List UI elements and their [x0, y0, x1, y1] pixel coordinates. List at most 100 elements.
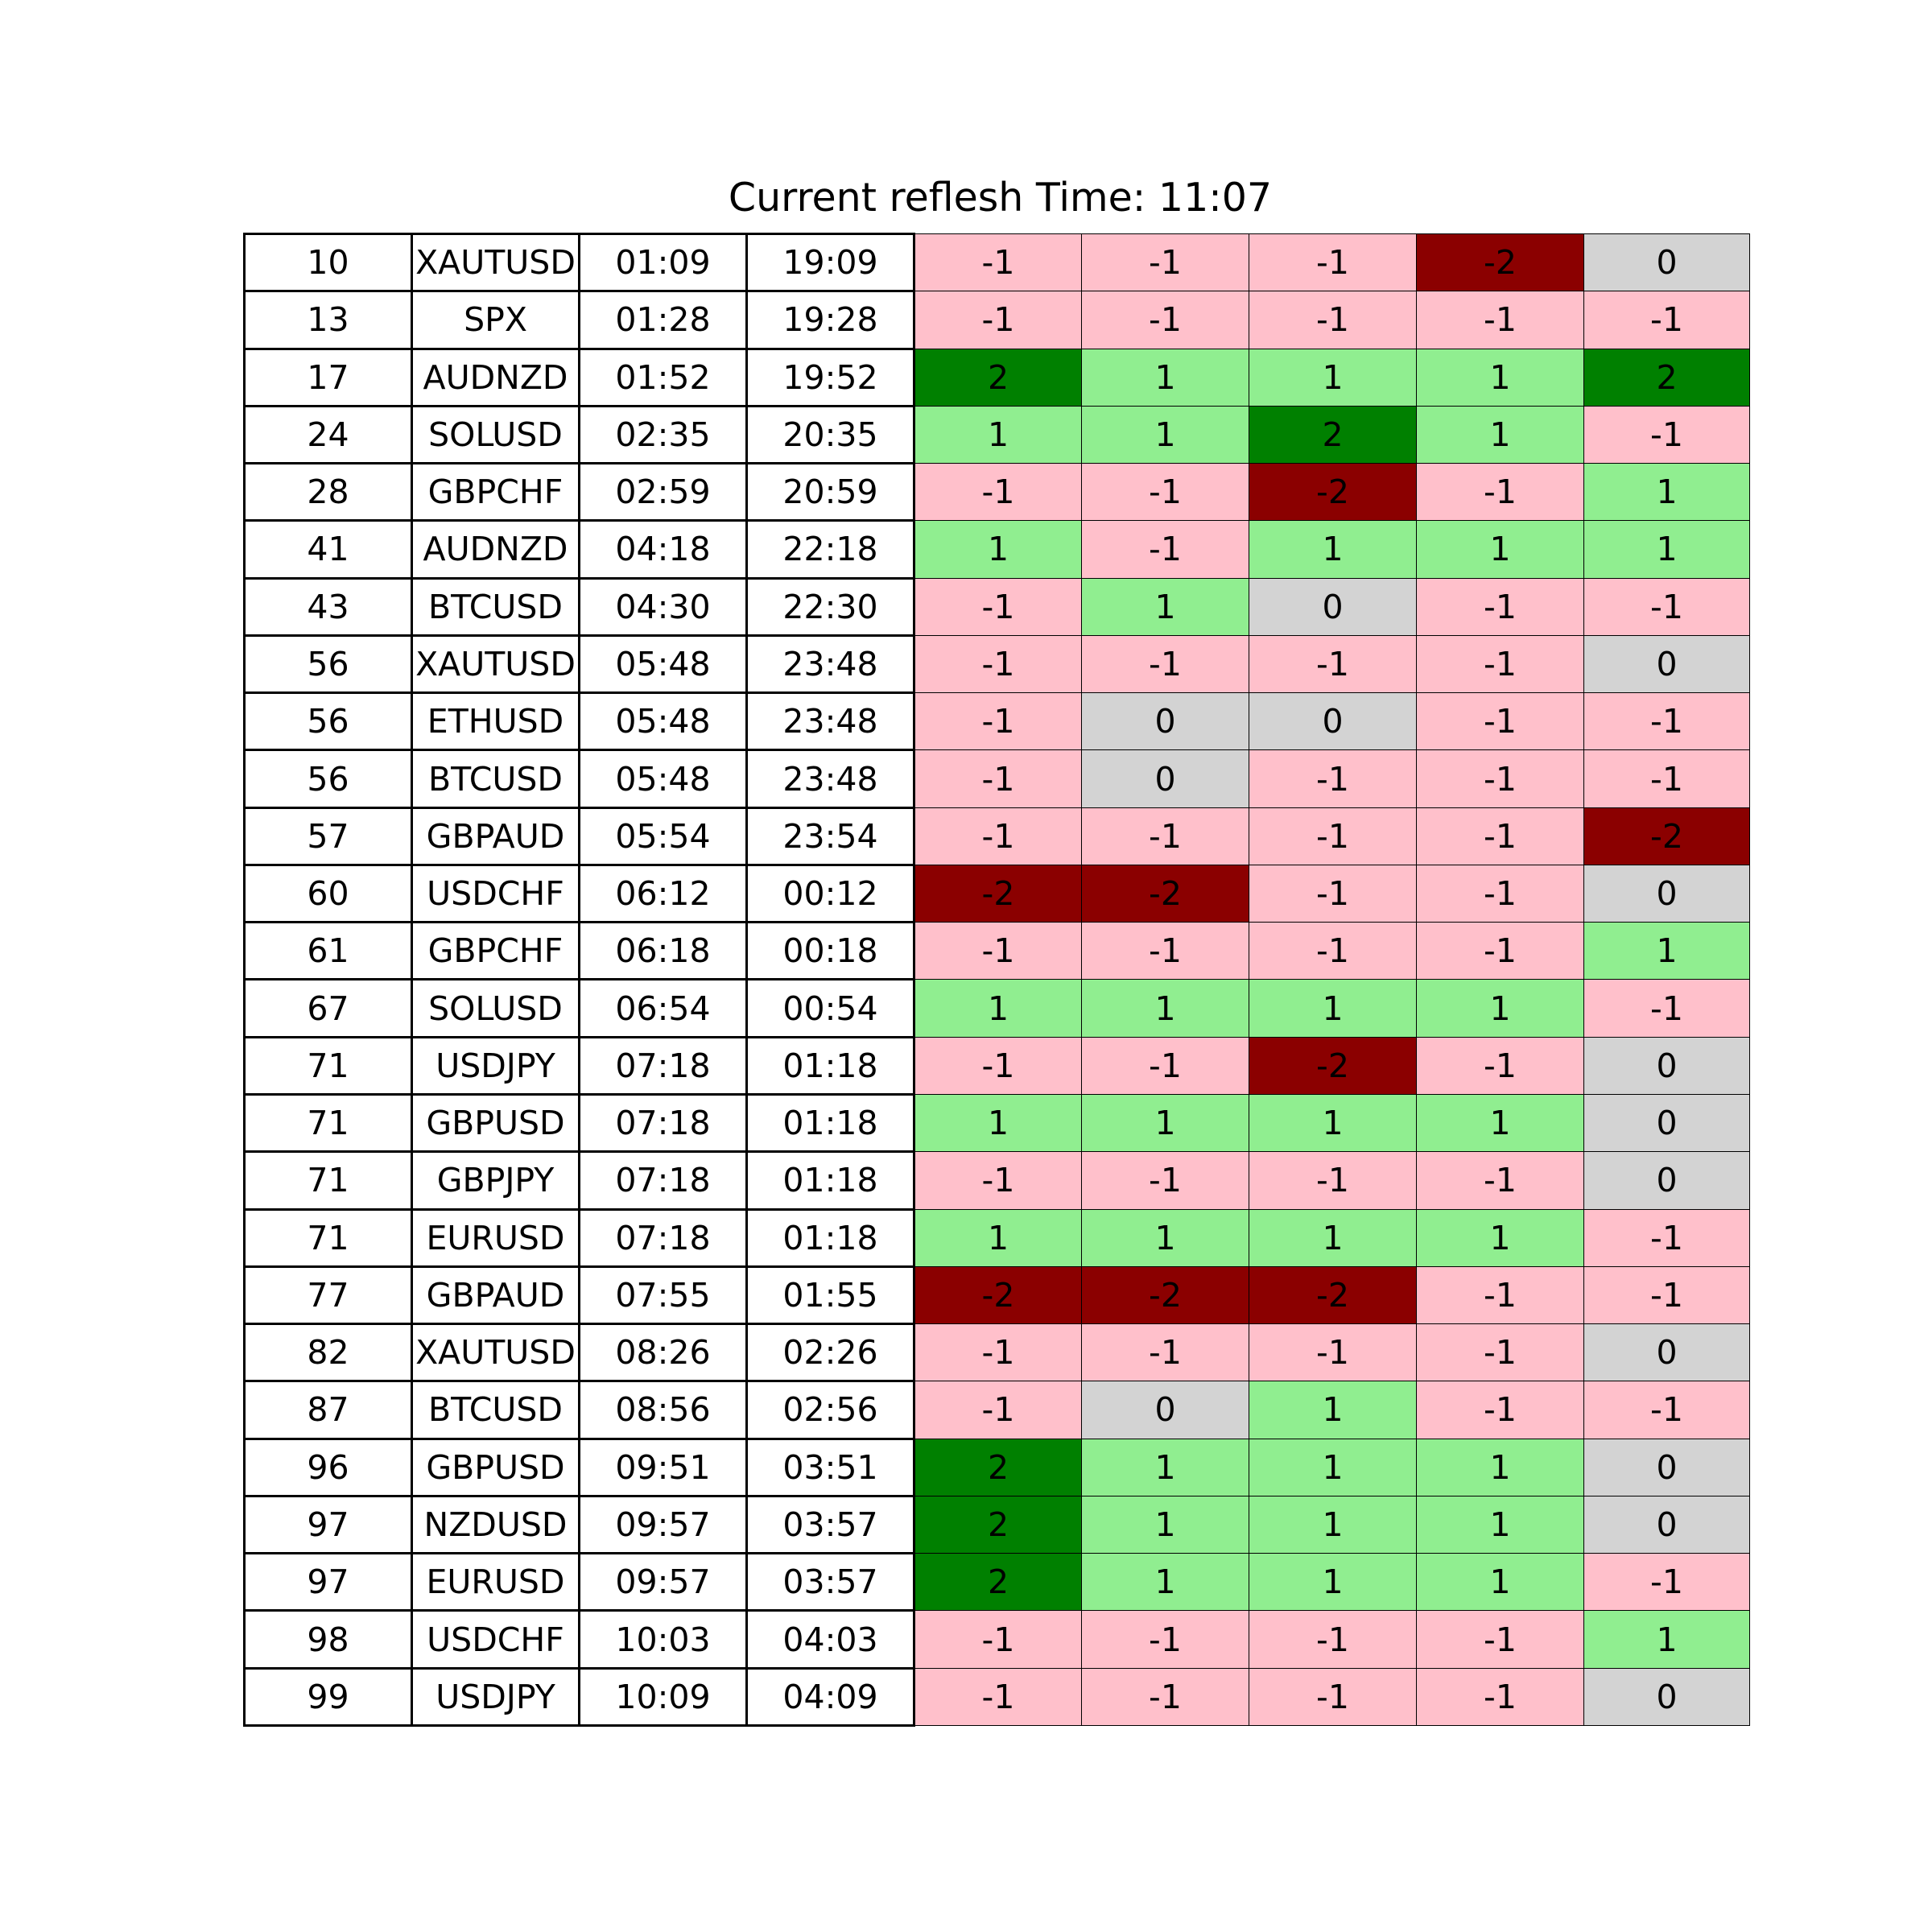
close-time-cell: 01:18 [745, 1208, 915, 1268]
open-time-cell: 10:03 [578, 1609, 748, 1670]
signal-cell: -1 [1416, 1610, 1584, 1669]
row-index-cell: 98 [243, 1609, 413, 1670]
signal-cell: 2 [914, 1438, 1082, 1496]
signal-cell: 1 [914, 520, 1082, 579]
open-time-cell: 06:54 [578, 978, 748, 1038]
row-index-cell: 71 [243, 1150, 413, 1211]
close-time-cell: 01:18 [745, 1150, 915, 1211]
signal-cell: -2 [1583, 807, 1750, 865]
signal-cell: -1 [1416, 291, 1584, 349]
signal-cell: 1 [1249, 1208, 1417, 1267]
open-time-cell: 08:56 [578, 1380, 748, 1440]
signal-cell: -1 [1416, 1667, 1584, 1727]
signal-cell: 2 [1249, 405, 1417, 464]
open-time-cell: 10:09 [578, 1666, 748, 1728]
signal-cell: -2 [1249, 1265, 1417, 1325]
open-time-cell: 08:26 [578, 1323, 748, 1383]
signal-cell: 1 [1249, 1093, 1417, 1153]
signal-table-body: 10 XAUTUSD 01:09 19:09 -1 -1 -1 -2 0 13 SPX 01:28 19… [243, 232, 1750, 1728]
open-time-cell: 06:12 [578, 863, 748, 924]
close-time-cell: 23:48 [745, 691, 915, 752]
signal-cell: -1 [1249, 1323, 1417, 1382]
signal-cell: -1 [1583, 405, 1750, 464]
signal-cell: 1 [1583, 1610, 1750, 1669]
signal-cell: -1 [1081, 291, 1249, 349]
open-time-cell: 02:59 [578, 462, 748, 522]
signal-cell: -1 [1249, 922, 1417, 980]
row-index-cell: 56 [243, 749, 413, 809]
signal-table: 10 XAUTUSD 01:09 19:09 -1 -1 -1 -2 0 13 SPX 01:28 19… [243, 232, 1750, 1728]
close-time-cell: 19:28 [745, 290, 915, 350]
open-time-cell: 07:55 [578, 1265, 748, 1326]
signal-cell: -1 [1081, 807, 1249, 865]
signal-cell: -1 [1081, 1667, 1249, 1727]
signal-cell: 0 [1249, 692, 1417, 751]
signal-cell: -1 [914, 807, 1082, 865]
signal-cell: -1 [914, 291, 1082, 349]
signal-cell: -1 [1249, 634, 1417, 694]
signal-cell: 0 [1583, 634, 1750, 694]
signal-cell: 0 [1583, 864, 1750, 923]
open-time-cell: 07:18 [578, 1035, 748, 1096]
open-time-cell: 09:57 [578, 1552, 748, 1612]
signal-cell: 0 [1081, 692, 1249, 751]
signal-cell: 0 [1583, 1093, 1750, 1153]
close-time-cell: 19:52 [745, 347, 915, 407]
close-time-cell: 23:48 [745, 749, 915, 809]
symbol-cell: USDCHF [411, 1609, 580, 1670]
signal-cell: -1 [914, 1667, 1082, 1727]
signal-cell: -1 [1081, 1323, 1249, 1382]
open-time-cell: 01:52 [578, 347, 748, 407]
symbol-cell: GBPCHF [411, 462, 580, 522]
signal-cell: -1 [1416, 1265, 1584, 1325]
signal-cell: -1 [1081, 520, 1249, 579]
signal-cell: -1 [1583, 692, 1750, 751]
signal-cell: -1 [1081, 1151, 1249, 1210]
signal-cell: -1 [1416, 1323, 1584, 1382]
row-index-cell: 13 [243, 290, 413, 350]
table-row: 87 BTCUSD 08:56 02:56 -1 0 1 -1 -1 [243, 1380, 1750, 1440]
symbol-cell: XAUTUSD [411, 1323, 580, 1383]
open-time-cell: 05:48 [578, 749, 748, 809]
signal-cell: 2 [1583, 348, 1750, 407]
signal-cell: 0 [1583, 1438, 1750, 1496]
table-row: 24 SOLUSD 02:35 20:35 1 1 2 1 -1 [243, 404, 1750, 465]
row-index-cell: 99 [243, 1666, 413, 1728]
row-index-cell: 24 [243, 404, 413, 465]
symbol-cell: EURUSD [411, 1552, 580, 1612]
table-row: 60 USDCHF 06:12 00:12 -2 -2 -1 -1 0 [243, 863, 1750, 924]
symbol-cell: BTCUSD [411, 749, 580, 809]
close-time-cell: 03:57 [745, 1494, 915, 1555]
signal-cell: -1 [1583, 291, 1750, 349]
symbol-cell: USDCHF [411, 863, 580, 924]
signal-cell: 1 [1416, 405, 1584, 464]
symbol-cell: USDJPY [411, 1666, 580, 1728]
signal-cell: 1 [1081, 1438, 1249, 1496]
row-index-cell: 57 [243, 806, 413, 866]
signal-cell: 1 [1081, 1495, 1249, 1554]
close-time-cell: 20:59 [745, 462, 915, 522]
signal-cell: -1 [1081, 634, 1249, 694]
symbol-cell: GBPUSD [411, 1437, 580, 1497]
signal-cell: 1 [1416, 1208, 1584, 1267]
row-index-cell: 10 [243, 232, 413, 293]
row-index-cell: 56 [243, 634, 413, 695]
signal-cell: -1 [1416, 922, 1584, 980]
table-row: 82 XAUTUSD 08:26 02:26 -1 -1 -1 -1 0 [243, 1323, 1750, 1383]
signal-cell: 1 [1416, 1495, 1584, 1554]
symbol-cell: NZDUSD [411, 1494, 580, 1555]
signal-cell: -1 [914, 463, 1082, 522]
signal-cell: 0 [1583, 1323, 1750, 1382]
table-row: 43 BTCUSD 04:30 22:30 -1 1 0 -1 -1 [243, 576, 1750, 637]
signal-cell: 1 [1081, 348, 1249, 407]
open-time-cell: 09:51 [578, 1437, 748, 1497]
close-time-cell: 22:18 [745, 519, 915, 580]
symbol-cell: GBPCHF [411, 921, 580, 981]
signal-cell: -1 [1249, 233, 1417, 292]
symbol-cell: SOLUSD [411, 978, 580, 1038]
table-row: 56 BTCUSD 05:48 23:48 -1 0 -1 -1 -1 [243, 749, 1750, 809]
signal-cell: 0 [1583, 1151, 1750, 1210]
table-row: 17 AUDNZD 01:52 19:52 2 1 1 1 2 [243, 347, 1750, 407]
row-index-cell: 97 [243, 1494, 413, 1555]
open-time-cell: 02:35 [578, 404, 748, 465]
